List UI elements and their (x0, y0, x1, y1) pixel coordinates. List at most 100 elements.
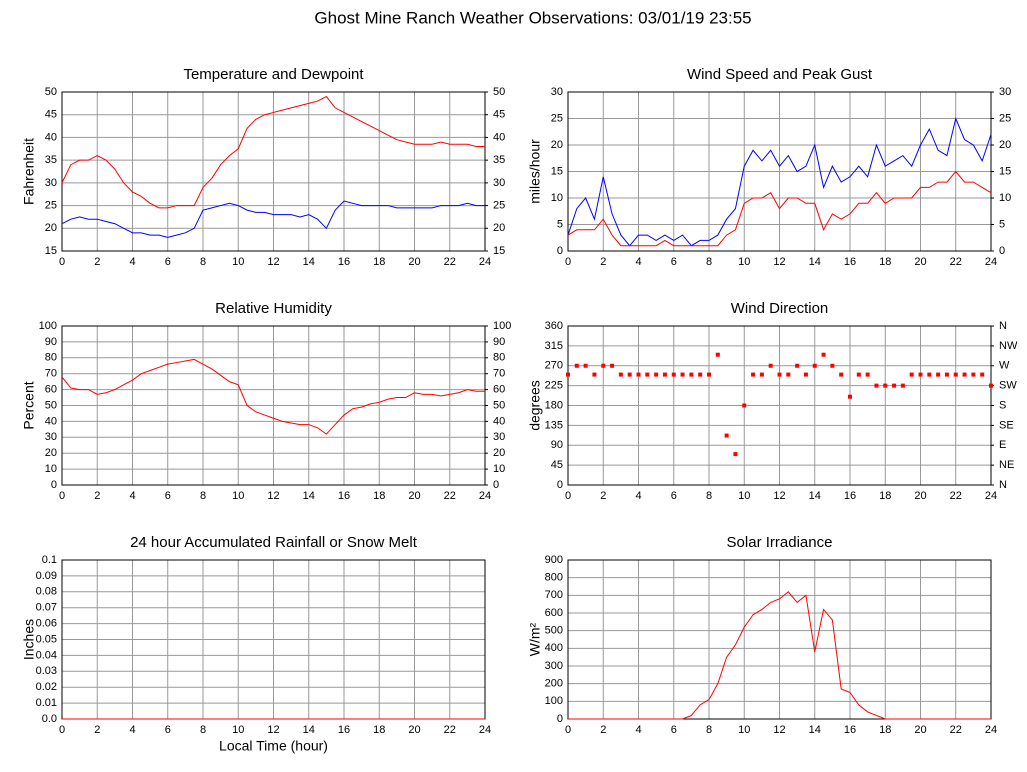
data-point (777, 372, 782, 377)
x-tick-label: 24 (479, 256, 491, 268)
y-tick-label: 400 (545, 642, 563, 654)
x-tick-label: 2 (600, 256, 606, 268)
data-line (567, 170, 992, 247)
data-point (592, 372, 597, 377)
y-tick-label: 80 (45, 352, 57, 364)
y-tick-label: 0 (557, 479, 563, 491)
data-point (759, 372, 764, 377)
x-tick-label: 20 (914, 490, 926, 502)
y-tick-label: 90 (551, 439, 563, 451)
plot-frame (61, 325, 486, 486)
x-tick-label: 10 (232, 724, 244, 736)
data-point (874, 383, 879, 388)
y-tick-label: 60 (45, 384, 57, 396)
y-tick-label: 0.03 (36, 665, 57, 677)
y-tick-label: 0.08 (36, 586, 57, 598)
x-tick-label: 12 (773, 724, 785, 736)
y-tick-label: 225 (545, 380, 563, 392)
data-point (953, 372, 958, 377)
y-axis-title: Fahrenheit (21, 138, 37, 205)
chart-title: Wind Direction (731, 300, 829, 317)
x-tick-label: 0 (565, 490, 571, 502)
x-tick-label: 12 (773, 490, 785, 502)
x-tick-label: 24 (985, 724, 997, 736)
y-tick-label: 0 (557, 245, 563, 257)
y-tick-label: 100 (39, 320, 57, 332)
chart-title: 24 hour Accumulated Rainfall or Snow Mel… (130, 534, 418, 551)
x-tick-label: 2 (600, 490, 606, 502)
data-point (636, 372, 641, 377)
y-tick-label: 0.04 (36, 649, 57, 661)
x-tick-label: 8 (200, 256, 206, 268)
y2-tick-label: NE (999, 459, 1014, 471)
data-point (751, 372, 756, 377)
data-point (698, 372, 703, 377)
x-tick-label: 4 (129, 256, 135, 268)
x-tick-label: 2 (94, 490, 100, 502)
x-tick-label: 20 (914, 256, 926, 268)
data-point (971, 372, 976, 377)
data-point (768, 363, 773, 368)
x-tick-label: 6 (671, 256, 677, 268)
y-tick-label: 0.01 (36, 697, 57, 709)
y-tick-label: 15 (551, 165, 563, 177)
y-tick-label: 0.0 (42, 713, 57, 725)
data-point (786, 372, 791, 377)
y-tick-label: 25 (551, 112, 563, 124)
y2-tick-label: 40 (493, 415, 505, 427)
x-tick-label: 18 (373, 256, 385, 268)
x-tick-label: 22 (950, 724, 962, 736)
y-tick-label: 315 (545, 340, 563, 352)
x-tick-label: 18 (879, 256, 891, 268)
y-tick-label: 270 (545, 360, 563, 372)
x-tick-label: 16 (844, 724, 856, 736)
y-tick-label: 40 (45, 131, 57, 143)
x-tick-label: 14 (303, 724, 315, 736)
x-tick-label: 16 (338, 724, 350, 736)
x-tick-label: 6 (671, 490, 677, 502)
data-point (574, 363, 579, 368)
y2-tick-label: 80 (493, 352, 505, 364)
x-tick-label: 16 (844, 256, 856, 268)
y2-tick-label: 50 (493, 399, 505, 411)
y-tick-label: 800 (545, 572, 563, 584)
x-tick-label: 12 (267, 490, 279, 502)
y-tick-label: 600 (545, 607, 563, 619)
x-axis-title: Local Time (hour) (219, 738, 328, 754)
data-line (568, 591, 991, 720)
y-tick-label: 0.07 (36, 602, 57, 614)
y2-tick-label: 20 (493, 447, 505, 459)
x-tick-label: 14 (809, 724, 821, 736)
plot-frame (567, 559, 992, 720)
y-tick-label: 20 (45, 222, 57, 234)
x-tick-label: 10 (738, 724, 750, 736)
data-point (680, 372, 685, 377)
y-axis-title: W/m² (527, 622, 543, 656)
y-tick-label: 45 (551, 459, 563, 471)
x-tick-label: 8 (706, 490, 712, 502)
x-tick-label: 0 (565, 724, 571, 736)
y-tick-label: 360 (545, 320, 563, 332)
y-tick-label: 40 (45, 415, 57, 427)
x-tick-label: 18 (879, 490, 891, 502)
data-point (927, 372, 932, 377)
x-tick-label: 18 (373, 724, 385, 736)
data-point (830, 363, 835, 368)
y2-tick-label: 90 (493, 336, 505, 348)
data-point (583, 363, 588, 368)
y-tick-label: 135 (545, 419, 563, 431)
y-tick-label: 0 (557, 713, 563, 725)
y-tick-label: 90 (45, 336, 57, 348)
y-tick-label: 500 (545, 625, 563, 637)
y-tick-label: 30 (551, 86, 563, 98)
y-tick-label: 100 (545, 695, 563, 707)
y2-tick-label: E (999, 439, 1006, 451)
y2-tick-label: S (999, 399, 1006, 411)
data-point (795, 363, 800, 368)
y-axis-title: miles/hour (527, 139, 543, 204)
y2-tick-label: 30 (493, 177, 505, 189)
y2-tick-label: 0 (493, 479, 499, 491)
x-tick-label: 18 (373, 490, 385, 502)
y2-tick-label: 60 (493, 384, 505, 396)
y2-tick-label: 50 (493, 86, 505, 98)
